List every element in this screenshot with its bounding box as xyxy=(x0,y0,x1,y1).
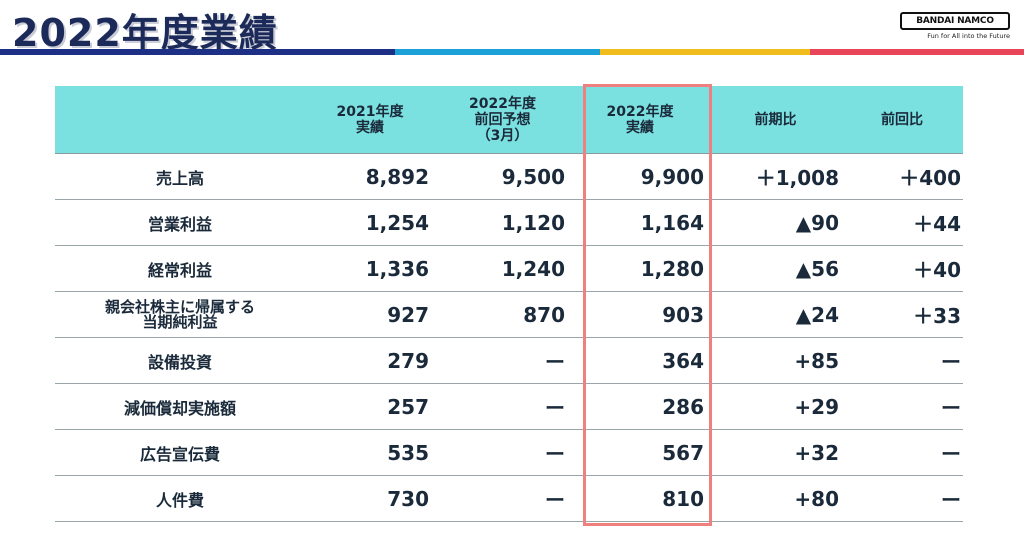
stripe-blue xyxy=(395,49,600,55)
table-cell: 1,254 xyxy=(365,210,429,235)
header-cell-fy2022-actual: 2022年度 実績 xyxy=(606,103,674,136)
table-cell: ー xyxy=(941,350,961,374)
table-cell: ＋400 xyxy=(899,166,961,190)
table-cell: 810 xyxy=(662,486,704,511)
row-label: 減価償却実施額 xyxy=(123,398,236,418)
table-row: 売上高 8,892 9,500 9,900 ＋1,008 ＋400 xyxy=(55,154,963,200)
table-row: 設備投資 279 ー 364 +85 ー xyxy=(55,338,963,384)
table-cell: ー xyxy=(941,488,961,512)
stripe-navy xyxy=(0,49,395,55)
row-label: 親会社株主に帰属する 当期純利益 xyxy=(104,297,255,331)
table-cell: 1,280 xyxy=(640,256,704,281)
table-cell: ー xyxy=(545,442,565,466)
table-cell: ー xyxy=(941,442,961,466)
row-label: 売上高 xyxy=(155,168,204,188)
table-row: 減価償却実施額 257 ー 286 +29 ー xyxy=(55,384,963,430)
table-cell: 535 xyxy=(387,440,429,465)
table-row: 親会社株主に帰属する 当期純利益 927 870 903 ▲24 ＋33 xyxy=(55,292,963,338)
table-cell: +80 xyxy=(794,486,839,511)
table-cell: +29 xyxy=(794,394,839,419)
table-cell: ー xyxy=(545,396,565,420)
table-cell: 279 xyxy=(387,348,429,373)
table-cell: +32 xyxy=(794,440,839,465)
table-cell: ▲90 xyxy=(795,210,839,235)
table-cell: 286 xyxy=(662,394,704,419)
header-cell-fy2022-previous-forecast: 2022年度 前回予想 （3月） xyxy=(469,95,536,144)
table-cell: ▲56 xyxy=(795,256,839,281)
header-cell-yoy: 前期比 xyxy=(754,111,797,128)
table-cell: ー xyxy=(545,350,565,374)
stripe-red xyxy=(810,49,1024,55)
table-cell: +85 xyxy=(794,348,839,373)
table-cell: 364 xyxy=(662,348,704,373)
brand-tagline: Fun for All into the Future xyxy=(927,32,1010,40)
table-cell: ー xyxy=(941,396,961,420)
row-label: 経常利益 xyxy=(147,260,212,280)
table-cell: 927 xyxy=(387,302,429,327)
table-cell: ▲24 xyxy=(795,302,839,327)
results-table: 2021年度 実績 2022年度 前回予想 （3月） 2022年度 実績 前期比… xyxy=(55,86,963,522)
header-cell-vs-forecast: 前回比 xyxy=(881,111,923,128)
table-header-row: 2021年度 実績 2022年度 前回予想 （3月） 2022年度 実績 前期比… xyxy=(55,86,963,154)
table-cell: ＋1,008 xyxy=(755,166,839,190)
table-cell: 870 xyxy=(523,302,565,327)
table-cell: 1,336 xyxy=(365,256,429,281)
table-cell: ー xyxy=(545,488,565,512)
table-cell: 730 xyxy=(387,486,429,511)
table-cell: 257 xyxy=(387,394,429,419)
table-cell: 1,120 xyxy=(501,210,565,235)
row-label: 広告宣伝費 xyxy=(139,444,220,464)
table-row: 営業利益 1,254 1,120 1,164 ▲90 ＋44 xyxy=(55,200,963,246)
stripe-yellow xyxy=(600,49,810,55)
table-row: 経常利益 1,336 1,240 1,280 ▲56 ＋40 xyxy=(55,246,963,292)
table-cell: 8,892 xyxy=(365,164,429,189)
row-label: 設備投資 xyxy=(147,352,212,372)
table-cell: 1,164 xyxy=(640,210,704,235)
brand-logo-mark: BANDAI NAMCO xyxy=(900,12,1010,30)
row-label: 営業利益 xyxy=(147,214,212,234)
row-label: 人件費 xyxy=(155,490,204,510)
table-cell: 9,500 xyxy=(501,164,565,189)
table-row: 広告宣伝費 535 ー 567 +32 ー xyxy=(55,430,963,476)
table-cell: ＋44 xyxy=(913,212,961,236)
table-cell: 567 xyxy=(662,440,704,465)
header-cell-fy2021-actual: 2021年度 実績 xyxy=(336,103,404,136)
table-cell: 1,240 xyxy=(501,256,565,281)
header-cell-item xyxy=(55,86,305,153)
table-cell: ＋40 xyxy=(913,258,961,282)
table-cell: 903 xyxy=(662,302,704,327)
brand-logo: BANDAI NAMCO Fun for All into the Future xyxy=(900,12,1010,40)
page-title: 2022年度業績 xyxy=(12,11,278,55)
table-cell: 9,900 xyxy=(640,164,704,189)
table-body: 売上高 8,892 9,500 9,900 ＋1,008 ＋400 営業利益 1,254 1,1… xyxy=(55,154,963,522)
table-row: 人件費 730 ー 810 +80 ー xyxy=(55,476,963,522)
table-cell: ＋33 xyxy=(913,304,961,328)
